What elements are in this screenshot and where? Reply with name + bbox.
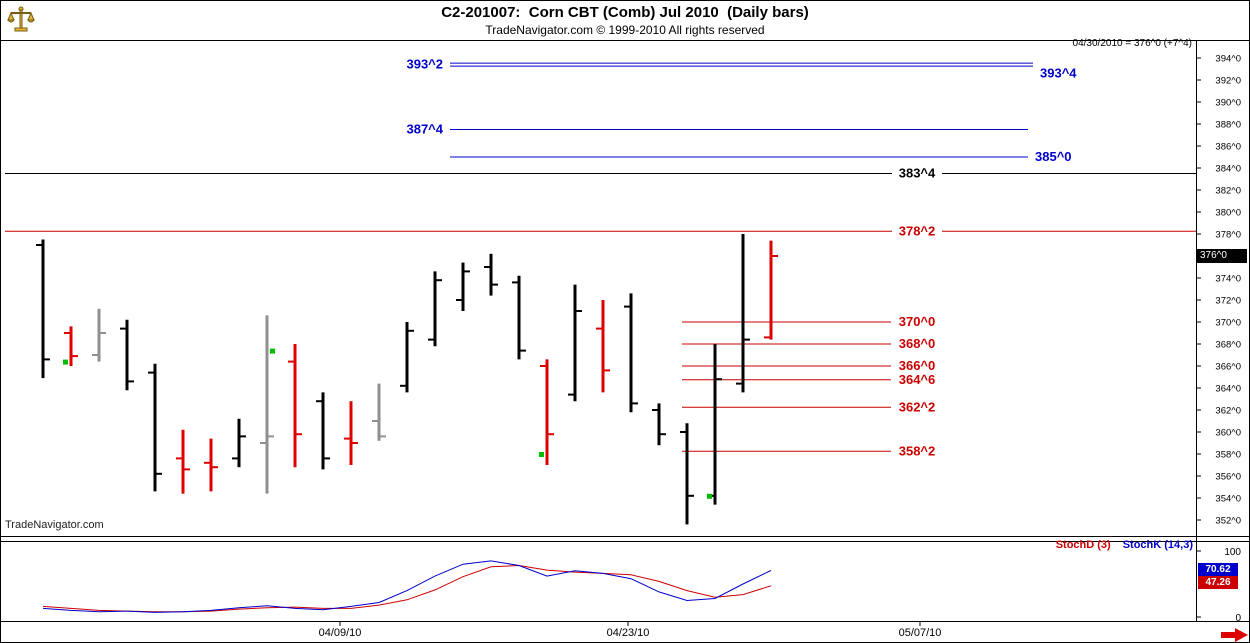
price-line-label: 362^2 xyxy=(899,399,936,414)
last-trade-info: 04/30/2010 = 376^0 (+7^4) xyxy=(1072,38,1192,49)
price-line-label: 387^4 xyxy=(406,122,443,137)
price-axis-label: 392^0 xyxy=(1215,76,1241,87)
price-line-label: 385^0 xyxy=(1035,149,1072,164)
price-line-label: 383^4 xyxy=(899,166,936,181)
price-line-label: 366^0 xyxy=(899,358,936,373)
price-axis-label: 354^0 xyxy=(1215,494,1241,505)
current-price-badge: 376^0 xyxy=(1197,249,1247,263)
price-axis-label: 386^0 xyxy=(1215,142,1241,153)
price-axis-label: 366^0 xyxy=(1215,362,1241,373)
price-line-label: 378^2 xyxy=(899,223,936,238)
price-axis-label: 372^0 xyxy=(1215,296,1241,307)
price-line-label: 364^6 xyxy=(899,372,936,387)
label-backing xyxy=(892,314,942,329)
stochk-legend-label: StochK (14,3) xyxy=(1122,539,1193,551)
price-axis-label: 368^0 xyxy=(1215,340,1241,351)
price-line-label: 368^0 xyxy=(899,336,936,351)
label-backing xyxy=(892,371,942,387)
stochd-legend-label: StochD (3) xyxy=(1055,539,1111,551)
x-axis-label: 04/23/10 xyxy=(607,627,650,639)
price-axis-label: 382^0 xyxy=(1215,186,1241,197)
stoch-scale-label: 100 xyxy=(1224,547,1241,558)
copyright-line: TradeNavigator.com © 1999-2010 All right… xyxy=(485,23,765,37)
price-axis-label: 364^0 xyxy=(1215,384,1241,395)
chart-title: C2-201007: Corn CBT (Comb) Jul 2010 (Dai… xyxy=(441,4,809,21)
price-axis-label: 370^0 xyxy=(1215,318,1241,329)
price-axis-label: 362^0 xyxy=(1215,406,1241,417)
stochd-line xyxy=(42,564,772,613)
stochastic-legend: StochD (3) StochK (14,3) xyxy=(1056,539,1193,551)
stochd-value-badge: 47.26 xyxy=(1198,576,1238,589)
watermark-text: TradeNavigator.com xyxy=(5,519,104,531)
price-axis-label: 394^0 xyxy=(1215,54,1241,65)
signal-marker xyxy=(707,493,712,499)
price-axis-label: 380^0 xyxy=(1215,208,1241,219)
price-axis-label: 374^0 xyxy=(1215,274,1241,285)
price-axis-label: 360^0 xyxy=(1215,428,1241,439)
x-axis-label: 05/07/10 xyxy=(899,627,942,639)
price-line-label: 370^0 xyxy=(899,314,936,329)
x-axis-label: 04/09/10 xyxy=(319,627,362,639)
price-line-label: 393^2 xyxy=(406,57,443,72)
label-backing xyxy=(892,336,942,351)
price-axis-label: 384^0 xyxy=(1215,164,1241,175)
label-backing xyxy=(892,443,942,459)
label-backing xyxy=(892,358,942,373)
signal-marker xyxy=(539,452,544,457)
price-line-label: 358^2 xyxy=(899,443,936,458)
price-line-label: 393^4 xyxy=(1040,66,1077,81)
price-axis-label: 358^0 xyxy=(1215,450,1241,461)
price-axis-label: 390^0 xyxy=(1215,98,1241,109)
price-axis-label: 378^0 xyxy=(1215,230,1241,241)
stochk-line xyxy=(42,560,772,613)
label-backing xyxy=(892,399,942,415)
price-axis-label: 356^0 xyxy=(1215,472,1241,483)
scroll-right-arrow-button[interactable] xyxy=(1221,628,1248,642)
price-axis-label: 352^0 xyxy=(1215,516,1241,527)
stoch-scale-label: 0 xyxy=(1235,613,1241,624)
scales-logo-icon xyxy=(6,5,36,35)
stochk-value-badge: 70.62 xyxy=(1198,563,1238,576)
price-axis-label: 388^0 xyxy=(1215,120,1241,131)
label-backing xyxy=(892,223,942,239)
signal-marker xyxy=(63,359,68,365)
signal-marker xyxy=(270,348,275,354)
label-backing xyxy=(892,165,942,181)
